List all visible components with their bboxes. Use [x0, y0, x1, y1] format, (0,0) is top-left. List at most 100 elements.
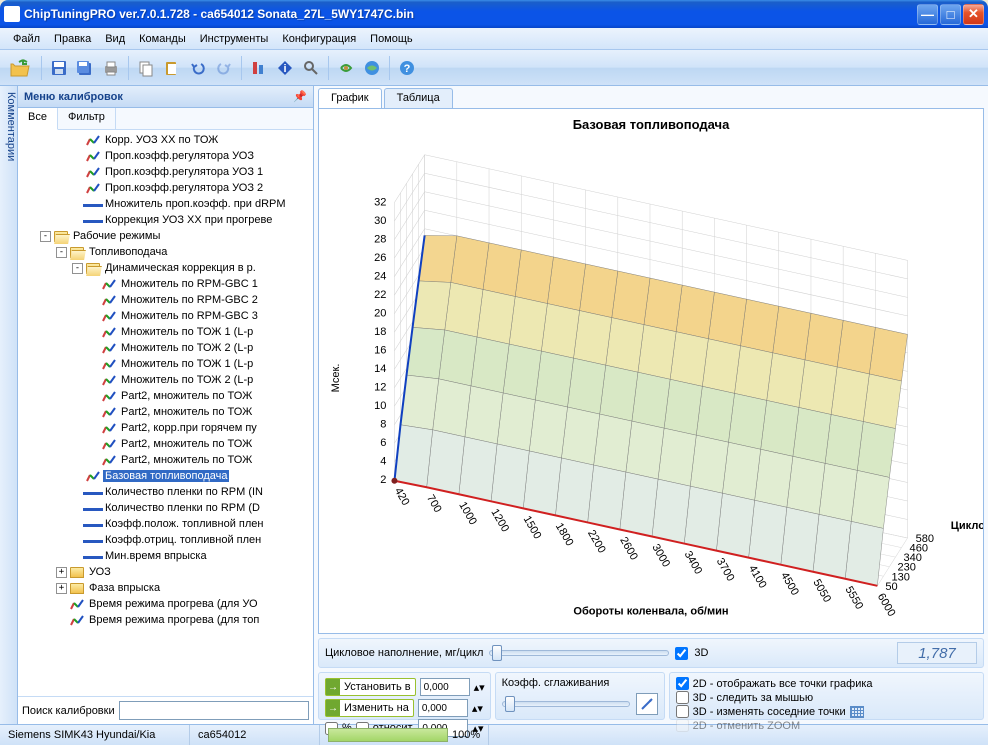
panel-title: Меню калибровок 📌 — [18, 86, 313, 108]
tree-leaf[interactable]: Базовая топливоподача — [20, 468, 311, 484]
svg-text:20: 20 — [374, 308, 386, 320]
menu-commands[interactable]: Команды — [132, 30, 193, 48]
svg-text:4100: 4100 — [746, 563, 769, 590]
tree-leaf[interactable]: Множитель по ТОЖ 2 (L-р — [20, 340, 311, 356]
calibration-tree[interactable]: Корр. УОЗ ХХ по ТОЖПроп.коэфф.регулятора… — [18, 130, 313, 696]
tree-leaf[interactable]: ▬▬Коэфф.отриц. топливной плен — [20, 532, 311, 548]
tree-leaf[interactable]: Корр. УОЗ ХХ по ТОЖ — [20, 132, 311, 148]
menu-config[interactable]: Конфигурация — [275, 30, 363, 48]
set-value-input[interactable]: 0,000 — [420, 678, 470, 696]
menu-file[interactable]: Файл — [6, 30, 47, 48]
menu-tools[interactable]: Инструменты — [193, 30, 276, 48]
redo-button[interactable] — [212, 56, 236, 80]
tree-leaf[interactable]: Part2, корр.при горячем пу — [20, 420, 311, 436]
tab-filter[interactable]: Фильтр — [58, 108, 116, 129]
tree-leaf[interactable]: Время режима прогрева (для топ — [20, 612, 311, 628]
cycle-slider[interactable] — [489, 650, 669, 656]
tree-folder[interactable]: -Динамическая коррекция в р. — [20, 260, 311, 276]
tree-leaf[interactable]: ▬▬Коэфф.полож. топливной плен — [20, 516, 311, 532]
opt-3d-mouse[interactable] — [676, 691, 689, 704]
svg-text:1200: 1200 — [488, 507, 511, 534]
tab-chart[interactable]: График — [318, 88, 382, 108]
tree-leaf[interactable]: Part2, множитель по ТОЖ — [20, 452, 311, 468]
tree-leaf[interactable]: Part2, множитель по ТОЖ — [20, 404, 311, 420]
checkbox-3d[interactable] — [675, 647, 688, 660]
tool-c-button[interactable] — [360, 56, 384, 80]
tree-leaf[interactable]: Множитель по RPM-GBC 1 — [20, 276, 311, 292]
change-by-button[interactable]: →Изменить на — [325, 699, 414, 717]
tree-folder[interactable]: -Рабочие режимы — [20, 228, 311, 244]
undo-button[interactable] — [186, 56, 210, 80]
copy-button[interactable] — [134, 56, 158, 80]
tool-b-button[interactable] — [334, 56, 358, 80]
opt-2d-zoom — [676, 719, 689, 732]
menu-help[interactable]: Помощь — [363, 30, 420, 48]
opt-3d-neighbors[interactable] — [676, 705, 689, 718]
tab-table[interactable]: Таблица — [384, 88, 453, 108]
comments-sidebar-tab[interactable]: Комментарии — [0, 86, 18, 724]
svg-text:12: 12 — [374, 382, 386, 394]
window-titlebar: ChipTuningPRO ver.7.0.1.728 - ca654012 S… — [0, 0, 988, 28]
menubar: Файл Правка Вид Команды Инструменты Конф… — [0, 28, 988, 50]
smooth-apply-button[interactable] — [636, 693, 658, 715]
info-button[interactable]: i — [273, 56, 297, 80]
paste-button[interactable] — [160, 56, 184, 80]
minimize-button[interactable]: — — [917, 4, 938, 25]
save-button[interactable] — [47, 56, 71, 80]
tree-leaf[interactable]: Part2, множитель по ТОЖ — [20, 436, 311, 452]
tab-all[interactable]: Все — [18, 108, 58, 130]
svg-text:6: 6 — [380, 437, 386, 449]
tree-leaf[interactable]: ▬▬Количество пленки по RPM (D — [20, 500, 311, 516]
svg-text:10: 10 — [374, 400, 386, 412]
search-input[interactable] — [119, 701, 309, 720]
search-button[interactable] — [299, 56, 323, 80]
chart-3d-surface[interactable]: 2468101214161820222426283032420700100012… — [319, 136, 983, 630]
maximize-button[interactable]: □ — [940, 4, 961, 25]
change-value-input[interactable]: 0,000 — [418, 699, 468, 717]
pin-icon[interactable]: 📌 — [293, 90, 307, 103]
svg-text:2600: 2600 — [617, 535, 640, 562]
tree-leaf[interactable]: ▬▬Коррекция УОЗ ХХ при прогреве — [20, 212, 311, 228]
svg-text:22: 22 — [374, 289, 386, 301]
tree-leaf[interactable]: Множитель по RPM-GBC 3 — [20, 308, 311, 324]
menu-edit[interactable]: Правка — [47, 30, 98, 48]
smooth-box: Коэфф. сглаживания — [495, 672, 665, 720]
window-title: ChipTuningPRO ver.7.0.1.728 - ca654012 S… — [24, 7, 917, 21]
tree-leaf[interactable]: Множитель по RPM-GBC 2 — [20, 292, 311, 308]
set-to-button[interactable]: →Установить в — [325, 678, 416, 696]
control-row-cycle: Цикловое наполнение, мг/цикл 3D 1,787 — [318, 638, 984, 668]
print-button[interactable] — [99, 56, 123, 80]
tree-folder[interactable]: +Фаза впрыска — [20, 580, 311, 596]
menu-view[interactable]: Вид — [98, 30, 132, 48]
svg-text:26: 26 — [374, 252, 386, 264]
svg-text:1000: 1000 — [456, 500, 479, 527]
opt-2d-allpoints[interactable] — [676, 677, 689, 690]
save-all-button[interactable] — [73, 56, 97, 80]
grid-icon[interactable] — [850, 706, 864, 718]
tree-folder[interactable]: -Топливоподача — [20, 244, 311, 260]
value-display: 1,787 — [897, 642, 977, 664]
tree-leaf[interactable]: Множитель по ТОЖ 1 (L-р — [20, 356, 311, 372]
tree-leaf[interactable]: ▬▬Количество пленки по RPM (IN — [20, 484, 311, 500]
smooth-slider[interactable] — [502, 701, 630, 707]
tree-leaf[interactable]: Проп.коэфф.регулятора УОЗ 2 — [20, 180, 311, 196]
tree-leaf[interactable]: Множитель по ТОЖ 1 (L-р — [20, 324, 311, 340]
tree-leaf[interactable]: Проп.коэфф.регулятора УОЗ 1 — [20, 164, 311, 180]
svg-text:14: 14 — [374, 363, 386, 375]
tree-leaf[interactable]: ▬▬Множитель проп.коэфф. при dRPM — [20, 196, 311, 212]
tree-leaf[interactable]: Part2, множитель по ТОЖ — [20, 388, 311, 404]
tree-folder[interactable]: +УОЗ — [20, 564, 311, 580]
svg-text:420: 420 — [392, 486, 412, 508]
tree-leaf[interactable]: Время режима прогрева (для УО — [20, 596, 311, 612]
tool-a-button[interactable] — [247, 56, 271, 80]
toolbar: i ? — [0, 50, 988, 86]
help-button[interactable]: ? — [395, 56, 419, 80]
open-button[interactable] — [4, 56, 36, 80]
search-label: Поиск калибровки — [22, 705, 115, 717]
tree-leaf[interactable]: Множитель по ТОЖ 2 (L-р — [20, 372, 311, 388]
tree-leaf[interactable]: ▬▬Мин.время впрыска — [20, 548, 311, 564]
close-button[interactable]: ✕ — [963, 4, 984, 25]
tree-leaf[interactable]: Проп.коэфф.регулятора УОЗ — [20, 148, 311, 164]
svg-text:Обороты коленвала, об/мин: Обороты коленвала, об/мин — [573, 605, 728, 617]
adjust-box: →Установить в 0,000 ▴▾ →Изменить на 0,00… — [318, 672, 491, 720]
